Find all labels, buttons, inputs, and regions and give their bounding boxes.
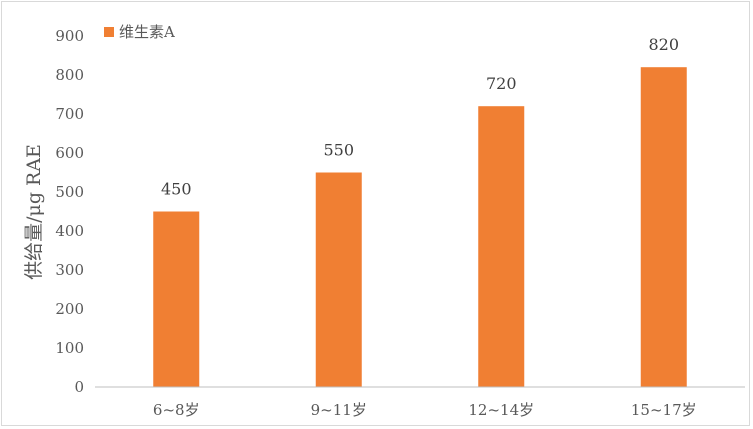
x-tick-label: 12~14岁 bbox=[468, 401, 534, 419]
legend-label: 维生素A bbox=[119, 23, 175, 41]
bar bbox=[640, 67, 687, 387]
bar-value-label: 820 bbox=[648, 35, 679, 54]
x-tick-label: 15~17岁 bbox=[631, 401, 697, 419]
y-tick-label: 300 bbox=[55, 261, 84, 279]
y-tick-label: 400 bbox=[55, 222, 84, 240]
x-tick-label: 6~8岁 bbox=[153, 401, 200, 419]
x-tick-label: 9~11岁 bbox=[311, 401, 367, 419]
y-tick-label: 600 bbox=[55, 144, 84, 162]
y-tick-label: 900 bbox=[55, 27, 84, 45]
y-axis-ticks: 0 100 200 300 400 500 600 700 800 900 bbox=[55, 27, 84, 396]
bars bbox=[153, 67, 687, 387]
legend: 维生素A bbox=[104, 23, 175, 41]
bar bbox=[153, 211, 200, 387]
bar-value-label: 550 bbox=[323, 141, 354, 160]
bar-value-label: 450 bbox=[161, 180, 192, 199]
data-labels: 450 550 720 820 bbox=[161, 35, 679, 198]
x-axis-ticks: 6~8岁 9~11岁 12~14岁 15~17岁 bbox=[153, 401, 697, 419]
bar-value-label: 720 bbox=[486, 74, 517, 93]
legend-swatch bbox=[104, 27, 114, 37]
y-tick-label: 500 bbox=[55, 183, 84, 201]
y-tick-label: 100 bbox=[55, 339, 84, 357]
y-axis-label: 供给量/μg RAE bbox=[23, 144, 45, 280]
bar bbox=[478, 106, 525, 387]
bar bbox=[315, 172, 362, 387]
y-tick-label: 700 bbox=[55, 105, 84, 123]
y-tick-label: 0 bbox=[74, 378, 84, 396]
y-tick-label: 200 bbox=[55, 300, 84, 318]
y-tick-label: 800 bbox=[55, 66, 84, 84]
